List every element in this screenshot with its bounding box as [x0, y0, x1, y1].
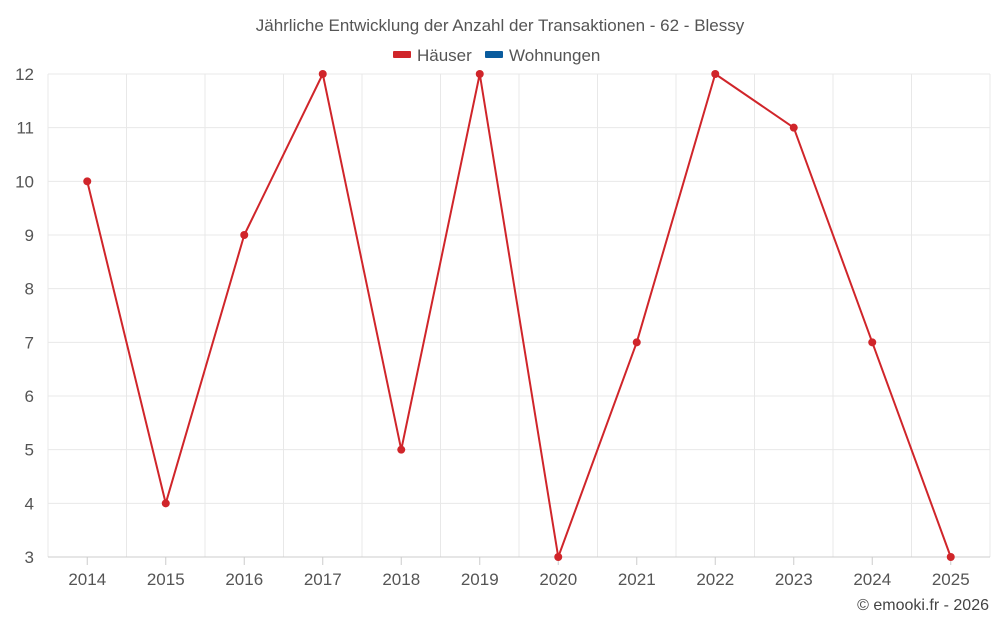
data-point-2019[interactable]: [475, 70, 484, 78]
y-tick-label: 9: [25, 226, 34, 245]
x-tick-label: 2015: [147, 570, 185, 589]
legend-label-wohnungen: Wohnungen: [509, 46, 600, 65]
y-tick-label: 7: [25, 333, 34, 352]
gridlines: [47, 73, 991, 558]
data-point-2024[interactable]: [868, 338, 877, 347]
data-point-2015[interactable]: [161, 499, 170, 508]
y-tick-label: 4: [25, 494, 34, 513]
chart-title: Jährliche Entwicklung der Anzahl der Tra…: [256, 16, 745, 35]
data-point-2023[interactable]: [789, 123, 798, 132]
x-tick-label: 2014: [68, 570, 106, 589]
legend-swatch-wohnungen: [485, 51, 503, 58]
y-tick-label: 3: [25, 548, 34, 567]
data-point-2020[interactable]: [554, 553, 563, 561]
x-tick-label: 2017: [304, 570, 342, 589]
x-tick-label: 2025: [932, 570, 970, 589]
legend-item-wohnungen[interactable]: Wohnungen: [485, 46, 600, 65]
legend-label-haeuser: Häuser: [417, 46, 472, 65]
x-axis-ticks: 2014 2015 2016 2017 2018 2019 2020 2021 2022 2023…: [68, 570, 969, 589]
y-axis-ticks: 3 4 5 6 7 8 9 10 11 12: [15, 65, 34, 567]
x-tick-label: 2016: [225, 570, 263, 589]
x-tick-label: 2018: [382, 570, 420, 589]
legend-swatch-haeuser: [393, 51, 411, 58]
data-point-2021[interactable]: [632, 338, 641, 347]
data-point-2025[interactable]: [946, 553, 955, 561]
data-point-2022[interactable]: [711, 70, 720, 78]
x-tick-label: 2020: [539, 570, 577, 589]
legend: Häuser Wohnungen: [393, 46, 600, 65]
y-tick-label: 12: [15, 65, 34, 84]
y-tick-label: 10: [15, 172, 34, 191]
data-point-2017[interactable]: [318, 70, 327, 78]
y-tick-label: 8: [25, 280, 34, 299]
series-line-0: [86, 73, 952, 558]
legend-item-haeuser[interactable]: Häuser: [393, 46, 472, 65]
y-tick-label: 11: [16, 119, 34, 138]
x-tick-label: 2023: [775, 570, 813, 589]
x-tick-label: 2021: [618, 570, 656, 589]
data-point-2014[interactable]: [83, 177, 92, 186]
axes: [48, 556, 990, 565]
y-tick-label: 5: [25, 441, 34, 460]
y-tick-label: 6: [25, 387, 34, 406]
series-haeuser: [83, 70, 955, 561]
credit-text: © emooki.fr - 2026: [857, 597, 989, 614]
x-tick-label: 2019: [461, 570, 499, 589]
data-point-2018[interactable]: [397, 445, 406, 454]
x-tick-label: 2024: [853, 570, 891, 589]
data-point-2016[interactable]: [240, 231, 249, 239]
x-tick-label: 2022: [696, 570, 734, 589]
